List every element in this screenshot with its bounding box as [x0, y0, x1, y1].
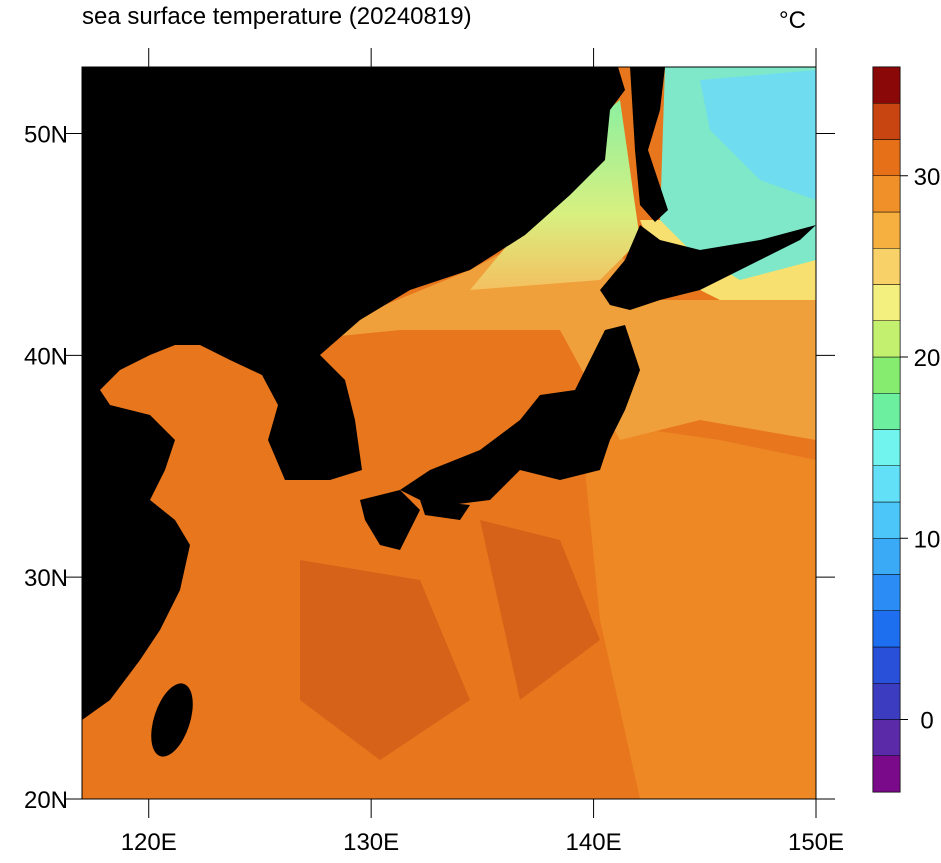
- colorbar-swatch: [872, 683, 901, 720]
- colorbar-swatch: [872, 719, 901, 756]
- land-kyushu-shikoku: [360, 490, 470, 550]
- colorbar-swatch: [872, 66, 901, 104]
- warm-water: [300, 520, 600, 760]
- y-tick-label: 50N: [24, 122, 68, 149]
- colorbar-tick-label: 10: [914, 526, 941, 553]
- colorbar-swatch: [872, 755, 901, 793]
- colorbar-swatch: [872, 211, 901, 249]
- ocean-band: [580, 420, 816, 799]
- colorbar-swatch: [872, 284, 901, 321]
- land-taiwan: [151, 683, 193, 757]
- colorbar-swatch: [872, 429, 901, 466]
- land-honshu: [400, 325, 640, 505]
- colorbar-swatch: [872, 574, 901, 611]
- colorbar-swatch: [872, 393, 901, 430]
- ocean-band: [300, 200, 816, 440]
- colorbar-swatch: [872, 538, 901, 575]
- colorbar-swatch: [872, 610, 901, 648]
- y-tick-label: 30N: [24, 565, 68, 592]
- x-tick-label: 130E: [343, 829, 399, 856]
- colorbar-swatch: [872, 175, 901, 213]
- colorbar-swatch: [872, 501, 901, 539]
- land-asia: [82, 67, 625, 720]
- map-frame: [81, 66, 817, 800]
- colorbar-swatch: [872, 248, 901, 285]
- colorbar-swatch: [872, 646, 901, 684]
- colorbar-swatch: [872, 320, 901, 358]
- y-tick-label: 20N: [24, 787, 68, 814]
- map-area: [82, 67, 816, 799]
- land-sakhalin: [630, 67, 668, 222]
- colorbar-swatch: [872, 465, 901, 503]
- y-tick-label: 40N: [24, 343, 68, 370]
- colorbar-swatch: [872, 103, 901, 140]
- ocean-cold: [700, 70, 816, 200]
- land-hokkaido: [600, 225, 816, 310]
- colorbar-swatch: [872, 356, 901, 394]
- colorbar-tick-label: 0: [920, 708, 933, 735]
- colorbar-swatch: [872, 139, 901, 176]
- colorbar-tick-label: 30: [914, 164, 941, 191]
- x-tick-label: 140E: [566, 829, 622, 856]
- x-tick-label: 150E: [788, 829, 844, 856]
- units: °C: [779, 7, 806, 34]
- title: sea surface temperature (20240819): [82, 3, 472, 30]
- x-tick-label: 120E: [121, 829, 177, 856]
- colorbar-tick-label: 20: [914, 345, 941, 372]
